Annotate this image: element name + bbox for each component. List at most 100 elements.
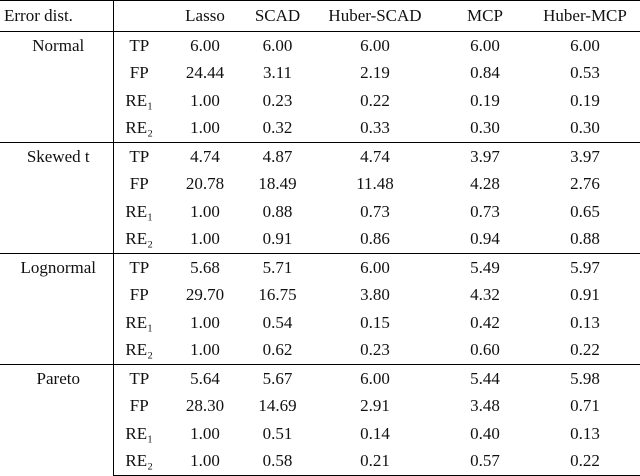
metric-label: FP — [129, 285, 149, 305]
value-cell: 0.30 — [470, 118, 500, 138]
data-row: FP 29.70 16.75 3.80 4.32 0.91 — [0, 282, 640, 310]
value-cell: 6.00 — [165, 31, 245, 60]
value-cell: 0.51 — [262, 423, 293, 443]
value-cell: 2.76 — [570, 174, 600, 194]
value-cell: 28.30 — [185, 396, 225, 416]
group: Pareto TP 5.64 5.67 6.00 5.44 5.98 FP 28.30 14.69… — [0, 364, 640, 476]
data-row: RE₁ 1.00 0.54 0.15 0.42 0.13 — [0, 309, 640, 337]
value-cell: 4.87 — [245, 142, 310, 171]
value-cell: 0.13 — [570, 312, 600, 332]
group: Normal TP 6.00 6.00 6.00 6.00 6.00 FP 24.44 3.11 2… — [0, 31, 640, 143]
value-cell: 0.57 — [440, 447, 530, 476]
value-cell: 5.64 — [165, 364, 245, 393]
value-cell: 0.13 — [570, 423, 600, 443]
metric-label: RE₁ — [125, 201, 154, 221]
value-cell: 6.00 — [245, 31, 310, 60]
value-cell: 24.44 — [185, 63, 225, 83]
value-cell: 0.14 — [360, 423, 390, 443]
value-cell: 29.70 — [185, 285, 225, 305]
value-cell: 1.00 — [190, 90, 220, 110]
value-cell: 1.00 — [190, 201, 220, 221]
metric-label: RE₂ — [125, 340, 154, 360]
value-cell: 5.67 — [245, 364, 310, 393]
column-header: MCP — [440, 0, 530, 32]
value-cell: 5.44 — [440, 364, 530, 393]
value-cell: 0.54 — [262, 312, 293, 332]
value-cell: 2.19 — [360, 63, 390, 83]
metric-label: RE₁ — [125, 312, 154, 332]
data-row: FP 20.78 18.49 11.48 4.28 2.76 — [0, 171, 640, 199]
value-cell: 4.74 — [165, 142, 245, 171]
data-row: RE₁ 1.00 0.23 0.22 0.19 0.19 — [0, 87, 640, 115]
data-row: RE₂ 1.00 0.58 0.21 0.57 0.22 — [0, 447, 640, 476]
header-row: Error dist. Lasso SCAD Huber-SCAD MCP Huber-M… — [0, 0, 640, 32]
column-header: Huber-MCP — [530, 0, 640, 32]
metric-label: TP — [113, 142, 165, 171]
value-cell: 1.00 — [190, 229, 220, 249]
value-cell: 1.00 — [190, 340, 220, 360]
metric-label: RE₂ — [125, 118, 154, 138]
value-cell: 0.30 — [570, 118, 600, 138]
value-cell: 0.58 — [245, 447, 310, 476]
blank-header — [113, 0, 165, 32]
value-cell: 0.33 — [360, 118, 390, 138]
value-cell: 11.48 — [356, 174, 394, 194]
data-row: Lognormal TP 5.68 5.71 6.00 5.49 5.97 — [0, 253, 640, 365]
group: Lognormal TP 5.68 5.71 6.00 5.49 5.97 FP 29.70 16… — [0, 253, 640, 365]
value-cell: 5.98 — [530, 364, 640, 393]
data-row: Skewed t TP 4.74 4.87 4.74 3.97 3.97 — [0, 142, 640, 254]
value-cell: 0.73 — [470, 201, 500, 221]
metric-label: FP — [129, 63, 149, 83]
value-cell: 6.00 — [310, 253, 440, 282]
value-cell: 0.62 — [262, 340, 293, 360]
data-row: RE₂ 1.00 0.91 0.86 0.94 0.88 — [0, 226, 640, 254]
value-cell: 0.53 — [570, 63, 600, 83]
value-cell: 0.84 — [470, 63, 500, 83]
group: Skewed t TP 4.74 4.87 4.74 3.97 3.97 FP 20.78 18.… — [0, 142, 640, 254]
value-cell: 5.71 — [245, 253, 310, 282]
column-header: Error dist. — [0, 0, 114, 32]
value-cell: 0.88 — [262, 201, 293, 221]
value-cell: 1.00 — [190, 118, 220, 138]
value-cell: 3.97 — [530, 142, 640, 171]
value-cell: 6.00 — [310, 364, 440, 393]
value-cell: 0.32 — [262, 118, 293, 138]
value-cell: 1.00 — [190, 423, 220, 443]
metric-label: TP — [113, 253, 165, 282]
value-cell: 0.21 — [310, 447, 440, 476]
value-cell: 0.22 — [570, 340, 600, 360]
data-row: RE₁ 1.00 0.88 0.73 0.73 0.65 — [0, 198, 640, 226]
value-cell: 0.65 — [570, 201, 600, 221]
value-cell: 4.74 — [310, 142, 440, 171]
metric-label: FP — [129, 396, 149, 416]
value-cell: 6.00 — [440, 31, 530, 60]
data-row: RE₂ 1.00 0.32 0.33 0.30 0.30 — [0, 115, 640, 143]
value-cell: 0.22 — [530, 447, 640, 476]
value-cell: 0.40 — [470, 423, 500, 443]
value-cell: 6.00 — [310, 31, 440, 60]
value-cell: 14.69 — [258, 396, 297, 416]
value-cell: 0.22 — [360, 90, 390, 110]
value-cell: 5.49 — [440, 253, 530, 282]
data-row: FP 28.30 14.69 2.91 3.48 0.71 — [0, 393, 640, 421]
metric-label: RE₂ — [113, 447, 165, 476]
column-header: Lasso — [165, 0, 245, 32]
value-cell: 4.28 — [470, 174, 500, 194]
metric-label: RE₁ — [125, 90, 154, 110]
data-row: FP 24.44 3.11 2.19 0.84 0.53 — [0, 60, 640, 88]
value-cell: 0.60 — [470, 340, 500, 360]
value-cell: 2.91 — [360, 396, 390, 416]
metric-label: RE₂ — [125, 229, 154, 249]
value-cell: 0.19 — [470, 90, 500, 110]
column-header: SCAD — [245, 0, 310, 32]
data-row: Normal TP 6.00 6.00 6.00 6.00 6.00 — [0, 31, 640, 143]
data-row: RE₁ 1.00 0.51 0.14 0.40 0.13 — [0, 420, 640, 448]
value-cell: 0.94 — [470, 229, 500, 249]
data-row: RE₂ 1.00 0.62 0.23 0.60 0.22 — [0, 337, 640, 365]
value-cell: 6.00 — [530, 31, 640, 60]
value-cell: 0.19 — [570, 90, 600, 110]
value-cell: 5.97 — [530, 253, 640, 282]
value-cell: 4.32 — [470, 285, 500, 305]
